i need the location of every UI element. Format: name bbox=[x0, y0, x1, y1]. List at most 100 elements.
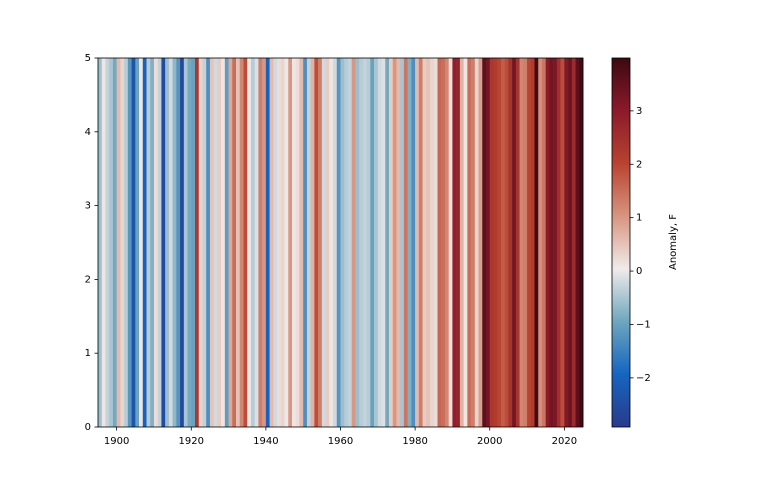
stripe bbox=[139, 58, 144, 427]
stripe bbox=[112, 58, 117, 427]
colorbar-tick-label: 3 bbox=[636, 106, 642, 117]
y-tick-label: 5 bbox=[85, 53, 91, 64]
stripe bbox=[228, 58, 233, 427]
stripe bbox=[183, 58, 188, 427]
x-tick-label: 2000 bbox=[477, 436, 502, 447]
stripe bbox=[109, 58, 114, 427]
stripe bbox=[142, 58, 147, 427]
stripe bbox=[504, 58, 509, 427]
x-tick-label: 1940 bbox=[253, 436, 278, 447]
stripe bbox=[538, 58, 543, 427]
stripe bbox=[202, 58, 207, 427]
stripe bbox=[430, 58, 435, 427]
stripe bbox=[355, 58, 360, 427]
stripe bbox=[571, 58, 576, 427]
stripe bbox=[124, 58, 129, 427]
stripe bbox=[288, 58, 293, 427]
stripe bbox=[292, 58, 297, 427]
stripe bbox=[262, 58, 267, 427]
stripe bbox=[318, 58, 323, 427]
stripe bbox=[497, 58, 502, 427]
stripe bbox=[254, 58, 259, 427]
stripe bbox=[277, 58, 282, 427]
stripe bbox=[385, 58, 390, 427]
stripe bbox=[232, 58, 237, 427]
x-tick-label: 1960 bbox=[328, 436, 353, 447]
stripe bbox=[426, 58, 431, 427]
stripe bbox=[336, 58, 341, 427]
stripe bbox=[523, 58, 528, 427]
stripe bbox=[135, 58, 140, 427]
stripe bbox=[172, 58, 177, 427]
stripe bbox=[512, 58, 517, 427]
stripe bbox=[180, 58, 185, 427]
y-tick-label: 3 bbox=[85, 201, 91, 212]
colorbar-tick-label: 1 bbox=[636, 213, 642, 224]
stripe bbox=[556, 58, 561, 427]
stripe bbox=[374, 58, 379, 427]
stripe bbox=[441, 58, 446, 427]
stripe bbox=[191, 58, 196, 427]
stripe bbox=[448, 58, 453, 427]
stripe bbox=[553, 58, 558, 427]
stripe bbox=[265, 58, 270, 427]
stripe bbox=[534, 58, 539, 427]
stripe bbox=[456, 58, 461, 427]
stripe bbox=[418, 58, 423, 427]
stripe bbox=[515, 58, 520, 427]
stripe bbox=[333, 58, 338, 427]
stripe bbox=[474, 58, 479, 427]
stripe bbox=[213, 58, 218, 427]
stripe bbox=[221, 58, 226, 427]
stripe bbox=[198, 58, 203, 427]
stripe bbox=[389, 58, 394, 427]
stripe bbox=[165, 58, 170, 427]
x-tick-label: 1920 bbox=[179, 436, 204, 447]
stripe bbox=[486, 58, 491, 427]
colorbar-tick-label: 0 bbox=[636, 266, 642, 277]
stripe bbox=[452, 58, 457, 427]
stripe bbox=[392, 58, 397, 427]
stripe bbox=[463, 58, 468, 427]
colorbar-tick-label: −2 bbox=[636, 373, 651, 384]
stripe bbox=[508, 58, 513, 427]
stripe bbox=[314, 58, 319, 427]
stripe bbox=[269, 58, 274, 427]
colorbar-label: Anomaly, F bbox=[668, 214, 679, 270]
stripe bbox=[545, 58, 550, 427]
x-tick-label: 1900 bbox=[104, 436, 129, 447]
colorbar-tick-label: −1 bbox=[636, 319, 651, 330]
stripe bbox=[433, 58, 438, 427]
stripe bbox=[157, 58, 162, 427]
stripe bbox=[471, 58, 476, 427]
stripe bbox=[362, 58, 367, 427]
x-tick-label: 2020 bbox=[552, 436, 577, 447]
stripe bbox=[422, 58, 427, 427]
stripe bbox=[478, 58, 483, 427]
stripe bbox=[493, 58, 498, 427]
stripe bbox=[500, 58, 505, 427]
stripe bbox=[273, 58, 278, 427]
stripe bbox=[153, 58, 158, 427]
y-tick-label: 4 bbox=[85, 127, 91, 138]
stripe bbox=[568, 58, 573, 427]
stripe bbox=[519, 58, 524, 427]
stripe bbox=[329, 58, 334, 427]
stripe bbox=[381, 58, 386, 427]
stripe bbox=[306, 58, 311, 427]
stripe bbox=[217, 58, 222, 427]
stripe bbox=[530, 58, 535, 427]
stripe bbox=[258, 58, 263, 427]
colorbar bbox=[611, 57, 631, 428]
stripe bbox=[400, 58, 405, 427]
stripe bbox=[325, 58, 330, 427]
stripe bbox=[527, 58, 532, 427]
stripe bbox=[564, 58, 569, 427]
stripe bbox=[146, 58, 151, 427]
stripe bbox=[359, 58, 364, 427]
stripe bbox=[407, 58, 412, 427]
stripe bbox=[116, 58, 121, 427]
stripe bbox=[150, 58, 155, 427]
colorbar-tick-label: 2 bbox=[636, 159, 642, 170]
stripe bbox=[236, 58, 241, 427]
